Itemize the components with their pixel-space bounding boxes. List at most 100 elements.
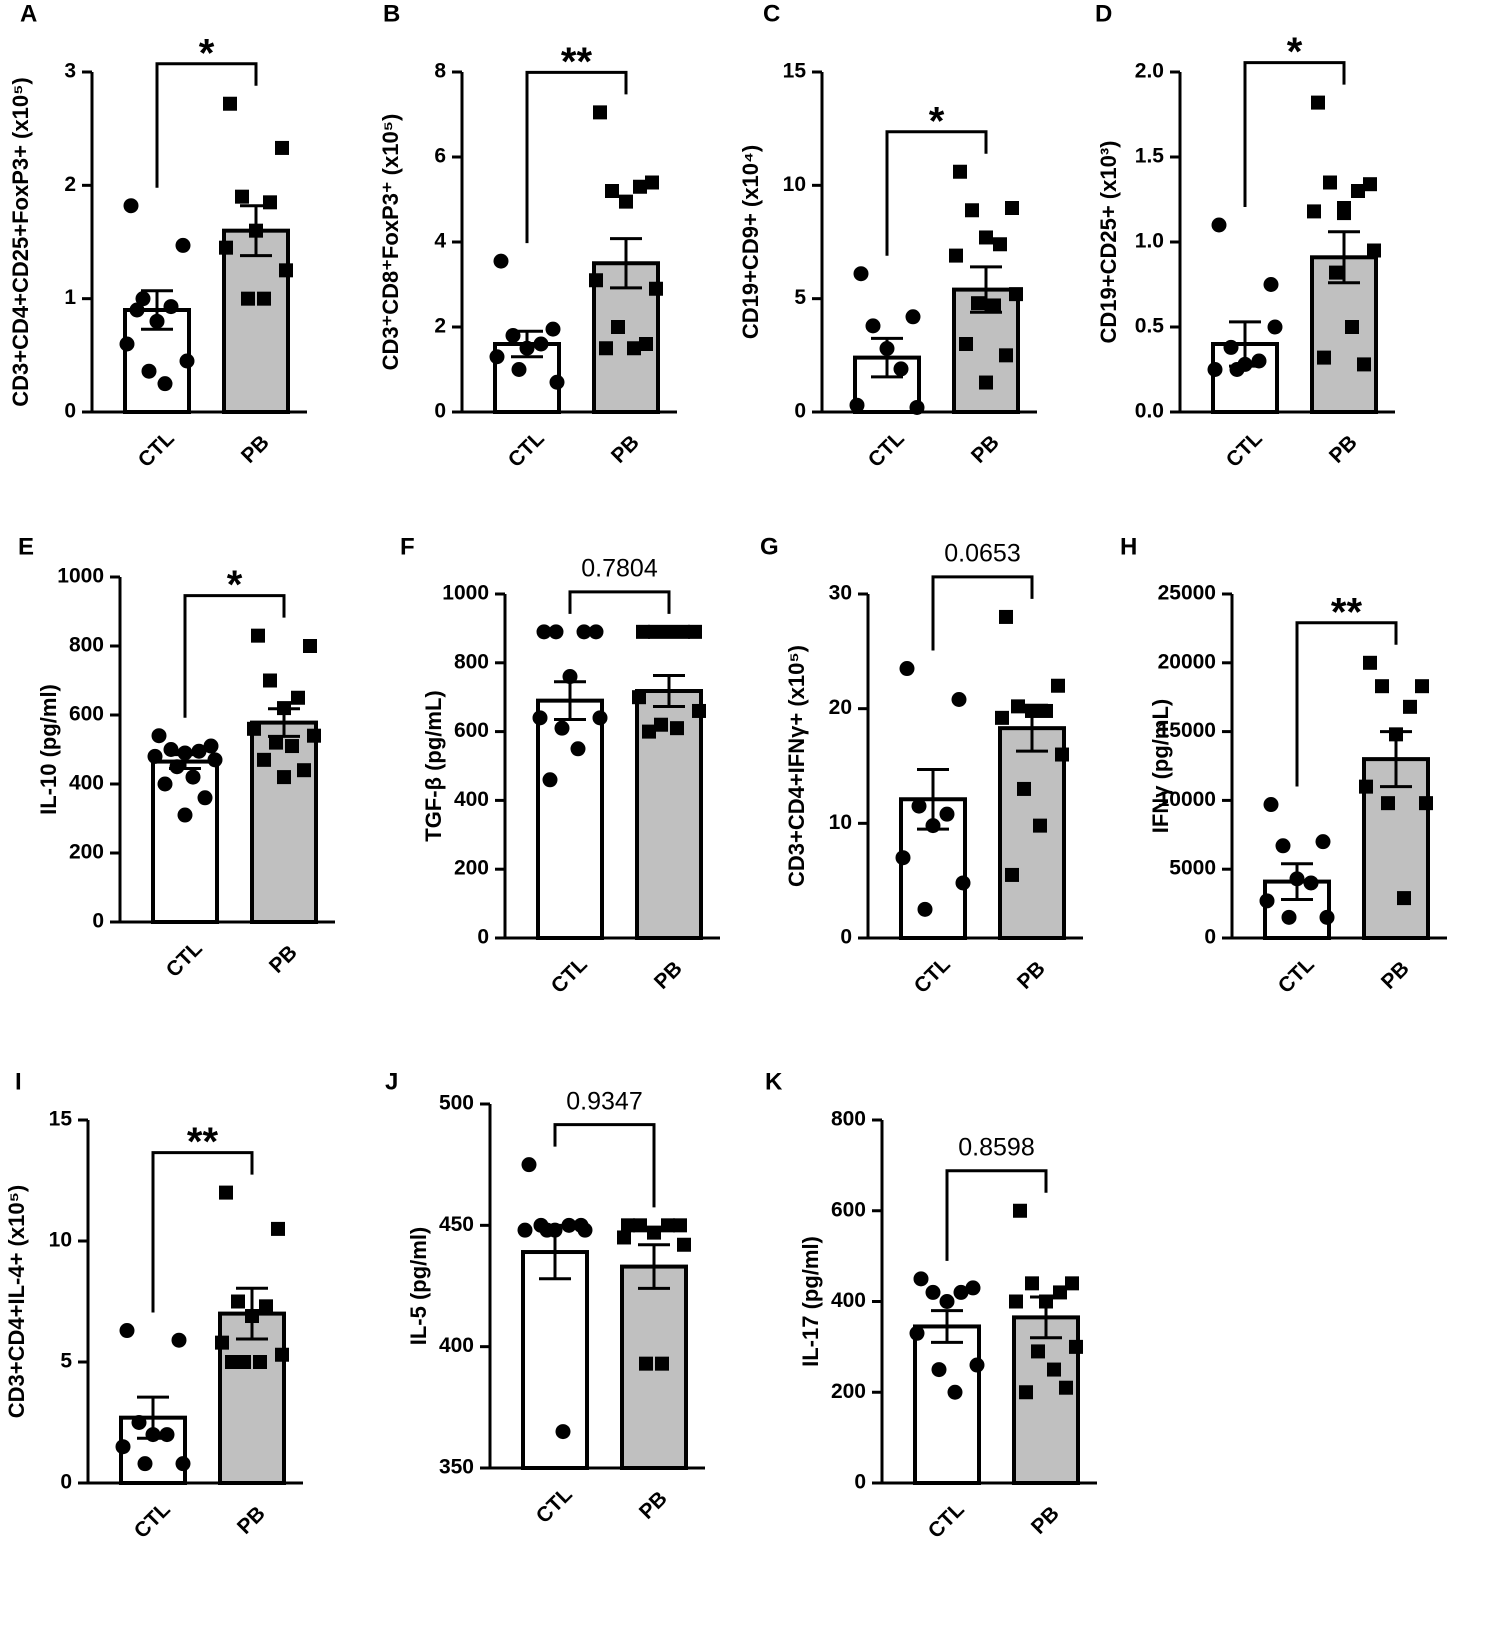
data-point xyxy=(1275,838,1291,854)
data-point xyxy=(185,769,201,785)
data-point xyxy=(1011,699,1025,714)
data-point xyxy=(249,223,263,238)
y-tick-label: 0.0 xyxy=(1135,400,1164,423)
significance-bracket xyxy=(155,62,258,188)
significance-bracket xyxy=(1295,621,1398,787)
y-axis-label: CD3+CD4+IL-4+ (x10⁵) xyxy=(4,1185,29,1418)
data-point xyxy=(1363,177,1377,192)
data-point xyxy=(505,328,521,343)
data-point xyxy=(987,298,1001,313)
x-tick-label: PB xyxy=(1377,957,1414,994)
data-point xyxy=(593,105,607,120)
data-point xyxy=(207,752,223,768)
significance-bracket xyxy=(525,70,628,244)
data-point xyxy=(931,1362,947,1378)
y-tick-label: 400 xyxy=(69,772,104,795)
data-point xyxy=(129,302,145,318)
panel-label: F xyxy=(400,533,415,560)
data-point xyxy=(303,639,317,653)
data-point xyxy=(648,624,662,639)
data-point xyxy=(639,337,653,351)
data-point xyxy=(911,798,927,814)
significance-label: * xyxy=(1287,30,1303,74)
significance-label: 0.8598 xyxy=(958,1133,1034,1161)
data-point xyxy=(275,140,289,155)
panel-label: K xyxy=(765,1068,783,1095)
data-point xyxy=(223,96,237,111)
y-tick-label: 200 xyxy=(454,857,489,880)
bar xyxy=(218,1311,286,1485)
data-point xyxy=(1009,287,1023,302)
data-point xyxy=(163,742,179,757)
data-point xyxy=(275,1347,289,1362)
data-point xyxy=(257,291,271,306)
data-point xyxy=(151,728,167,744)
y-tick-label: 0.5 xyxy=(1135,315,1165,338)
y-tick-label: 15 xyxy=(783,60,807,83)
y-tick-label: 1 xyxy=(64,286,76,309)
significance-bracket xyxy=(931,575,1034,651)
data-point xyxy=(517,1222,533,1238)
data-point xyxy=(853,266,869,282)
y-axis-label: CD3+CD4+CD25+FoxP3+ (x10⁵) xyxy=(8,77,33,406)
data-point xyxy=(1263,797,1279,813)
y-tick-label: 450 xyxy=(439,1213,474,1236)
data-point xyxy=(589,273,603,288)
data-point xyxy=(549,374,565,390)
y-axis-label: TGF-β (pg/mL) xyxy=(421,690,446,842)
data-point xyxy=(554,720,570,736)
error-bar xyxy=(931,1309,963,1344)
data-point xyxy=(999,609,1013,624)
x-tick-label: PB xyxy=(635,1487,672,1524)
data-point xyxy=(1375,679,1389,694)
data-point xyxy=(532,710,548,726)
x-tick-label: CTL xyxy=(547,953,592,998)
data-point xyxy=(1267,319,1283,335)
data-point xyxy=(627,341,641,356)
data-point xyxy=(1259,893,1275,909)
data-point xyxy=(633,1218,647,1233)
data-point xyxy=(576,624,592,640)
bar xyxy=(222,228,290,414)
y-tick-label: 0 xyxy=(477,926,489,949)
significance-label: ** xyxy=(1331,590,1363,634)
x-tick-label: CTL xyxy=(924,1498,969,1543)
data-point xyxy=(1345,320,1359,334)
data-point xyxy=(947,1384,963,1400)
x-tick-label: CTL xyxy=(910,953,955,998)
data-point xyxy=(893,361,909,377)
data-point xyxy=(1323,175,1337,190)
data-point xyxy=(1317,350,1331,365)
data-point xyxy=(279,263,293,278)
y-tick-label: 0 xyxy=(1204,926,1216,949)
data-point xyxy=(949,248,963,263)
data-point xyxy=(1281,909,1297,925)
data-point xyxy=(521,1157,537,1173)
significance-bracket xyxy=(183,594,286,718)
data-point xyxy=(269,735,283,750)
y-axis-label: IL-10 (pg/ml) xyxy=(36,684,61,815)
data-point xyxy=(1359,779,1373,794)
data-point xyxy=(219,240,233,255)
data-point xyxy=(1397,891,1411,906)
data-point xyxy=(219,1185,233,1200)
y-tick-label: 200 xyxy=(831,1380,866,1403)
significance-bracket xyxy=(885,130,988,256)
y-tick-label: 350 xyxy=(439,1456,474,1479)
data-point xyxy=(993,237,1007,252)
data-point xyxy=(1069,1339,1083,1354)
y-tick-label: 500 xyxy=(439,1092,474,1115)
data-point xyxy=(971,296,985,311)
error-bar xyxy=(610,237,642,290)
data-point xyxy=(1019,1385,1033,1400)
x-tick-label: PB xyxy=(1027,1502,1064,1539)
error-bar xyxy=(653,674,685,708)
data-point xyxy=(925,1284,941,1300)
data-point xyxy=(692,703,706,718)
data-point xyxy=(203,738,219,754)
data-point xyxy=(599,341,613,356)
y-tick-label: 200 xyxy=(69,841,104,864)
data-point xyxy=(555,1424,571,1440)
bar xyxy=(998,726,1066,940)
